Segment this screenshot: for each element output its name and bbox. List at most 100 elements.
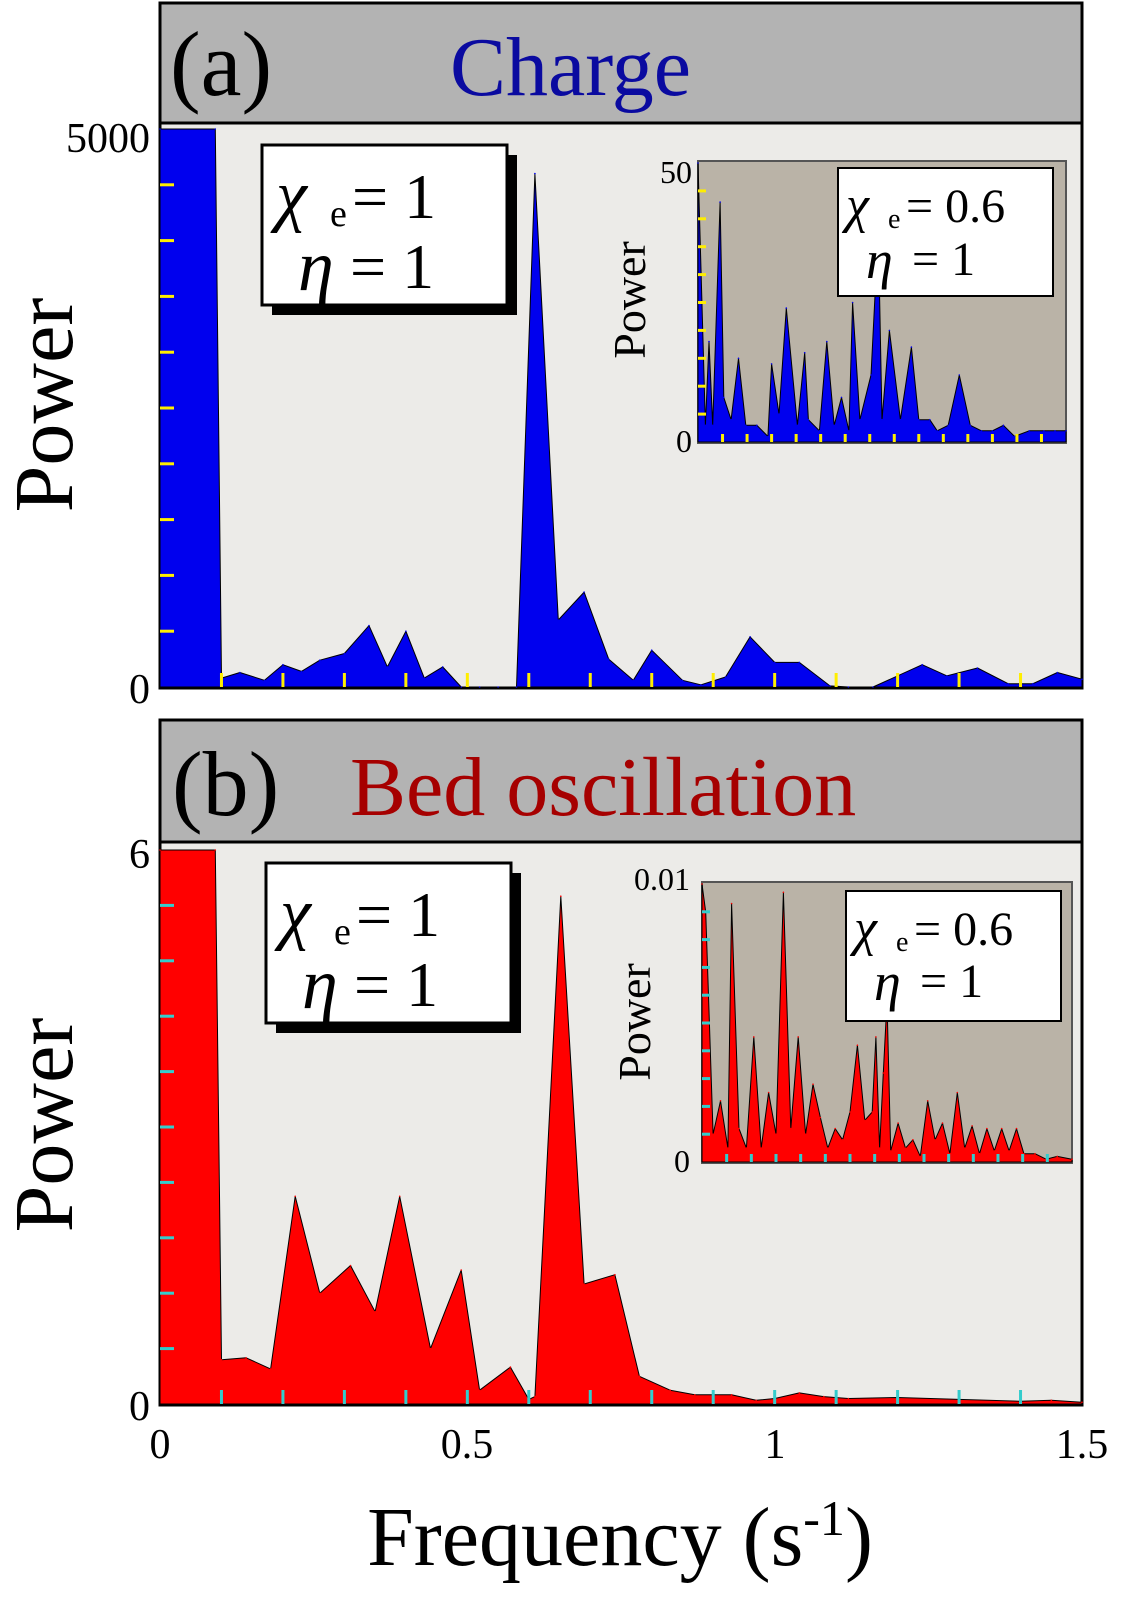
panel-b-inset-legend: χ e = 0.6 η = 1: [845, 890, 1062, 1022]
panel-b-area-point: [214, 849, 217, 851]
panel-b-inset-series: [701, 883, 1073, 1163]
panel-a-area-point: [423, 677, 426, 679]
panel-a-area-point: [319, 659, 321, 661]
panel-b-inset-area-point: [797, 1036, 799, 1038]
panel-b-area-point: [269, 1368, 272, 1370]
panel-a-ytick-top: 5000: [66, 116, 150, 162]
panel-a-inset-area-point: [745, 424, 747, 427]
panel-a-area-point: [497, 686, 499, 688]
legend-chi-value: = 1: [352, 161, 436, 232]
panel-a-area-point: [343, 652, 346, 655]
panel-b-inset-area-point: [878, 1147, 881, 1149]
panel-a-inset-area-point: [870, 374, 872, 376]
panel-a-inset-area-point: [980, 430, 983, 432]
panel-b-inset-area-point: [875, 1036, 877, 1038]
panel-a-inset-area-point: [991, 430, 994, 432]
panel-b-inset-area-point: [1071, 1158, 1073, 1160]
panel-a-inset-area-point: [881, 418, 883, 421]
panel-b-inset-area-point: [775, 1133, 777, 1135]
panel-a-area-point: [829, 685, 831, 687]
panel-a-area-point: [632, 679, 635, 682]
panel-b-legend: χ e = 1 η = 1: [264, 861, 521, 1033]
panel-a-inset-area-point: [833, 424, 835, 427]
panel-b-inset-area-point: [856, 1044, 859, 1046]
panel-a-area-point: [946, 675, 948, 677]
panel-b-area-point: [823, 1395, 825, 1398]
panel-a-inset-area-point: [947, 424, 949, 427]
panel-b-area-point: [349, 1264, 352, 1267]
panel-b-area-point: [398, 1195, 401, 1198]
panel-b-inset-area-point: [1056, 1155, 1058, 1158]
panel-a-area-point: [976, 667, 979, 669]
panel-b-area-point: [755, 1399, 757, 1402]
panel-a-area-point: [607, 658, 610, 660]
panel-b-inset-area-point: [1000, 1127, 1003, 1130]
x-axis: 0 0.5 1 1.5 Frequency (s-1): [150, 1422, 1109, 1584]
panel-b-area-point: [798, 1392, 801, 1394]
panel-b-area-point: [509, 1366, 512, 1368]
panel-b-inset-area-point: [912, 1139, 914, 1141]
panel-b-area-point: [319, 1292, 321, 1294]
panel-a-ytick-bottom: 0: [129, 667, 150, 713]
inset-legend-eta-symbol: η: [866, 230, 893, 290]
panel-b-area-point: [429, 1347, 432, 1350]
panel-b-inset-area-point: [719, 1100, 722, 1102]
panel-a-ticks: [160, 183, 1023, 687]
inset-legend-chi-value: = 0.6: [914, 903, 1013, 956]
panel-a-inset-area-point: [826, 340, 828, 343]
panel-a-inset-area-point: [719, 201, 721, 203]
panel-b-inset-area-point: [745, 1147, 748, 1149]
panel-a-inset-area-point: [697, 162, 699, 164]
panel-b-area-point: [847, 1397, 850, 1400]
panel-a-area-point: [405, 630, 407, 632]
panel-b-area-point: [694, 1394, 696, 1396]
panel-b-area-point: [374, 1310, 376, 1313]
panel-b-inset-area-point: [701, 883, 703, 885]
panel-a-inset-area-point: [840, 396, 843, 399]
panel-b-inset-ylabel: Power: [609, 963, 660, 1081]
panel-a-inset-area-point: [818, 430, 821, 432]
panel-b-title-bar: [158, 718, 1084, 844]
panel-b-inset-area-point: [889, 1150, 892, 1152]
panel-a-area-point: [681, 679, 684, 682]
panel-a-inset-area-point: [1043, 430, 1045, 432]
legend-chi-symbol: χ: [274, 875, 313, 952]
panel-b-inset-area-point: [753, 1036, 755, 1038]
panel-a-area-point: [386, 666, 389, 668]
inset-legend-chi-sub: e: [888, 204, 900, 235]
x-axis-label: Frequency (s-1): [367, 1490, 873, 1584]
panel-a-inset-area-point: [796, 424, 799, 427]
panel-a-inset-area-point: [929, 418, 931, 421]
panel-a-area-point: [282, 663, 284, 666]
panel-b-inset-area-point: [730, 902, 733, 905]
panel-a-inset-area-point: [888, 329, 891, 332]
panel-a-inset-ytick-top: 50: [660, 154, 692, 190]
panel-b-inset-area-point: [1008, 1150, 1010, 1152]
panel-a-inset-area-point: [899, 418, 902, 421]
panel-b-area-point: [583, 1283, 585, 1285]
panel-b-inset-area-point: [993, 1150, 996, 1152]
panel-b-ticks: [160, 903, 1023, 1404]
xtick-1.5: 1.5: [1056, 1422, 1109, 1468]
panel-b-area-point: [1050, 1399, 1053, 1402]
panel-b-inset: 0.01 0 Power χ e = 0.6 η = 1: [609, 861, 1073, 1179]
panel-a-inset-area-point: [1065, 430, 1067, 432]
panel-b-inset-area-point: [1034, 1152, 1036, 1155]
panel-b-series: [159, 849, 1083, 1405]
legend-eta-symbol: η: [302, 944, 338, 1024]
legend-eta-value: = 1: [354, 949, 438, 1020]
panel-a-area-point: [847, 686, 850, 688]
panel-a-area-point: [700, 684, 702, 686]
panel-b-inset-area-point: [827, 1147, 829, 1149]
legend-chi-sub: e: [334, 911, 351, 953]
panel-b-title: Bed oscillation: [350, 741, 856, 834]
panel-b-inset-area-point: [760, 1147, 762, 1149]
panel-a-inset-area-point: [1028, 430, 1030, 432]
panel-a-area-point: [583, 591, 585, 593]
inset-legend-chi-sub: e: [896, 927, 908, 958]
panel-a-inset-legend: χ e = 0.6 η = 1: [837, 167, 1054, 297]
panel-b-inset-area-point: [864, 1119, 866, 1122]
panel-a-inset-area-point: [778, 413, 780, 415]
panel-a-inset-area-point: [969, 424, 972, 427]
panel-a-inset-area-point: [770, 363, 773, 365]
